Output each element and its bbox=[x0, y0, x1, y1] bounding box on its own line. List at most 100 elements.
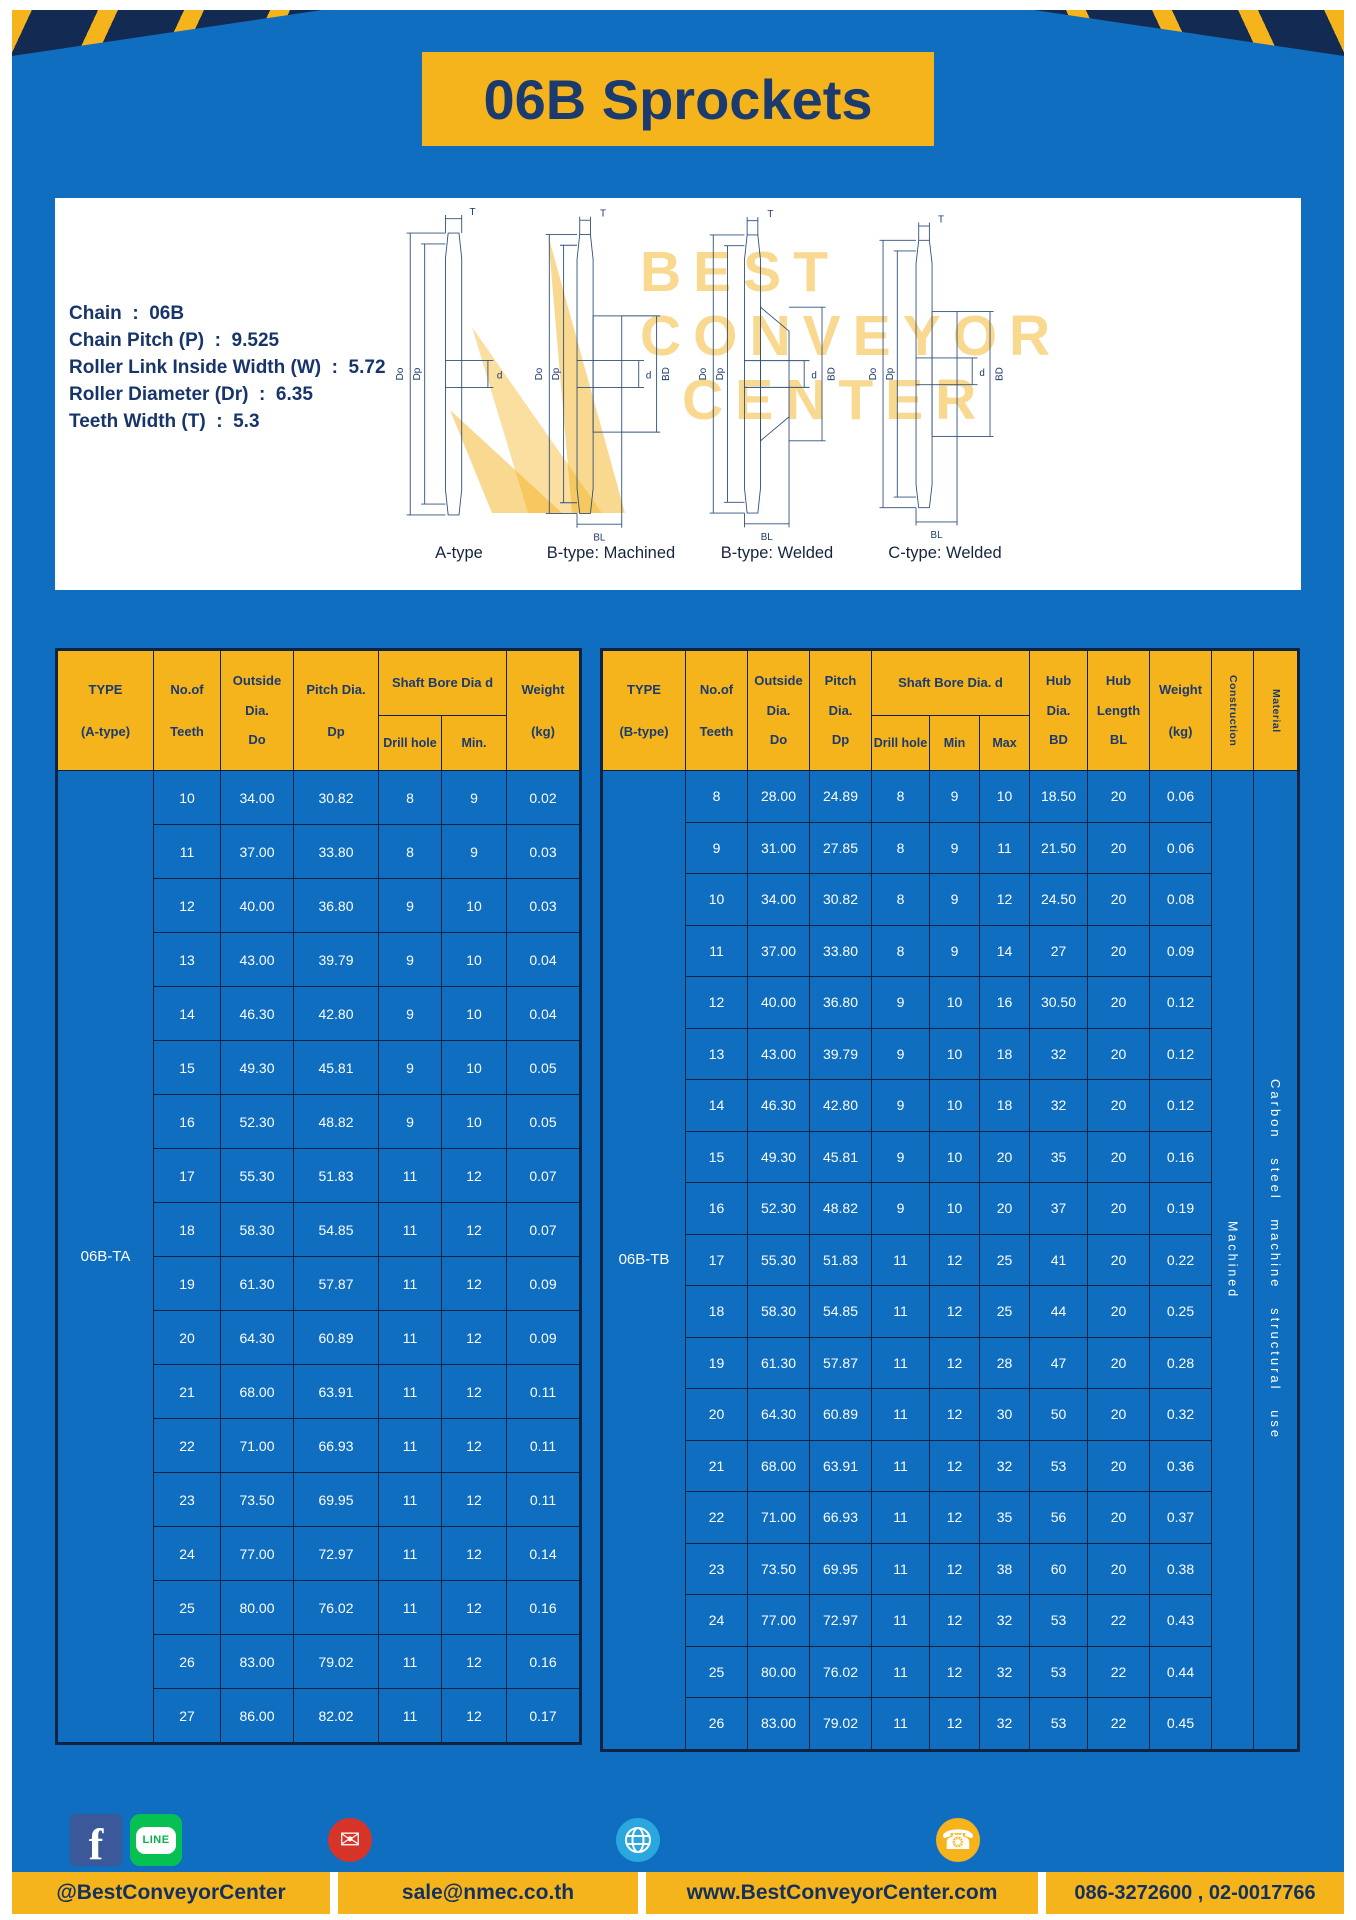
cell-drill-hole: 11 bbox=[872, 1440, 929, 1491]
cell-hub-dia: 60 bbox=[1030, 1543, 1087, 1594]
sprocket-section-c-welded-icon: T Do Dp d BD BL bbox=[868, 214, 1006, 541]
cell-weight: 0.12 bbox=[1150, 1028, 1211, 1079]
cell-weight: 0.06 bbox=[1150, 771, 1211, 822]
svg-text:d: d bbox=[497, 371, 503, 382]
cell-hub-length: 20 bbox=[1088, 1543, 1149, 1594]
cell-min: 12 bbox=[442, 1365, 506, 1418]
svg-text:BL: BL bbox=[593, 532, 606, 542]
svg-text:Do: Do bbox=[535, 367, 545, 380]
cell-pitch-dia: 36.80 bbox=[810, 977, 871, 1028]
cell-min: 12 bbox=[442, 1689, 506, 1742]
sprocket-section-b-welded-icon: T Do Dp d BD BL bbox=[699, 209, 837, 542]
facebook-handle[interactable]: @BestConveyorCenter bbox=[12, 1872, 330, 1914]
cell-outside-dia: 58.30 bbox=[221, 1203, 293, 1256]
cell-drill-hole: 9 bbox=[872, 1028, 929, 1079]
cell-hub-length: 20 bbox=[1088, 977, 1149, 1028]
cell-pitch-dia: 57.87 bbox=[294, 1257, 378, 1310]
cell-drill-hole: 11 bbox=[872, 1492, 929, 1543]
chain-spec-list: Chain : 06B Chain Pitch (P) : 9.525 Roll… bbox=[69, 300, 386, 435]
col-header-shaft-bore-group: Shaft Bore Dia. d bbox=[872, 651, 1029, 715]
cell-min: 9 bbox=[930, 771, 979, 822]
cell-drill-hole: 8 bbox=[872, 925, 929, 976]
cell-pitch-dia: 33.80 bbox=[810, 925, 871, 976]
cell-min: 9 bbox=[442, 825, 506, 878]
cell-drill-hole: 8 bbox=[872, 771, 929, 822]
cell-hub-length: 20 bbox=[1088, 1337, 1149, 1388]
cell-min: 9 bbox=[930, 822, 979, 873]
brand-logo-icon bbox=[450, 235, 625, 513]
cell-drill-hole: 9 bbox=[379, 879, 441, 932]
cell-weight: 0.16 bbox=[1150, 1131, 1211, 1182]
cell-hub-length: 20 bbox=[1088, 1028, 1149, 1079]
cell-teeth: 27 bbox=[154, 1689, 220, 1742]
globe-glyph bbox=[625, 1827, 651, 1853]
cell-teeth: 16 bbox=[154, 1095, 220, 1148]
cell-hub-length: 20 bbox=[1088, 925, 1149, 976]
cell-hub-length: 20 bbox=[1088, 1131, 1149, 1182]
cell-min: 12 bbox=[442, 1581, 506, 1634]
col-header-weight: Weight (kg) bbox=[1150, 651, 1211, 770]
cell-min: 12 bbox=[930, 1234, 979, 1285]
cell-drill-hole: 11 bbox=[379, 1527, 441, 1580]
col-header-drill-hole: Drill hole bbox=[379, 716, 441, 770]
cell-pitch-dia: 48.82 bbox=[294, 1095, 378, 1148]
col-header-hub-dia: Hub Dia. BD bbox=[1030, 651, 1087, 770]
cell-outside-dia: 37.00 bbox=[748, 925, 809, 976]
cell-weight: 0.14 bbox=[507, 1527, 579, 1580]
cell-pitch-dia: 57.87 bbox=[810, 1337, 871, 1388]
cell-weight: 0.07 bbox=[507, 1203, 579, 1256]
diagram-caption: C-type: Welded bbox=[888, 544, 1002, 562]
cell-drill-hole: 8 bbox=[872, 874, 929, 925]
facebook-letter: f bbox=[88, 1820, 104, 1866]
cell-drill-hole: 9 bbox=[379, 933, 441, 986]
email-icon[interactable]: ✉ bbox=[328, 1818, 372, 1862]
diagram-caption: B-type: Welded bbox=[720, 544, 834, 562]
cell-drill-hole: 8 bbox=[379, 825, 441, 878]
svg-text:Dp: Dp bbox=[551, 367, 562, 380]
cell-hub-length: 20 bbox=[1088, 1234, 1149, 1285]
cell-weight: 0.43 bbox=[1150, 1595, 1211, 1646]
cell-hub-length: 22 bbox=[1088, 1646, 1149, 1697]
cell-hub-length: 20 bbox=[1088, 1440, 1149, 1491]
cell-hub-length: 20 bbox=[1088, 1389, 1149, 1440]
cell-weight: 0.32 bbox=[1150, 1389, 1211, 1440]
phone-icon[interactable]: ☎ bbox=[936, 1818, 980, 1862]
cell-outside-dia: 43.00 bbox=[748, 1028, 809, 1079]
website-url[interactable]: www.BestConveyorCenter.com bbox=[646, 1872, 1038, 1914]
cell-pitch-dia: 66.93 bbox=[810, 1492, 871, 1543]
cell-teeth: 14 bbox=[686, 1080, 747, 1131]
website-globe-icon[interactable] bbox=[616, 1818, 660, 1862]
svg-text:T: T bbox=[767, 209, 773, 220]
cell-min: 12 bbox=[442, 1311, 506, 1364]
cell-weight: 0.37 bbox=[1150, 1492, 1211, 1543]
cell-pitch-dia: 30.82 bbox=[810, 874, 871, 925]
cell-drill-hole: 11 bbox=[379, 1581, 441, 1634]
cell-drill-hole: 11 bbox=[379, 1473, 441, 1526]
cell-teeth: 15 bbox=[686, 1131, 747, 1182]
cell-pitch-dia: 69.95 bbox=[810, 1543, 871, 1594]
cell-min: 10 bbox=[442, 933, 506, 986]
cell-weight: 0.16 bbox=[507, 1635, 579, 1688]
cell-hub-dia: 27 bbox=[1030, 925, 1087, 976]
cell-weight: 0.11 bbox=[507, 1473, 579, 1526]
cell-pitch-dia: 76.02 bbox=[810, 1646, 871, 1697]
cell-teeth: 24 bbox=[154, 1527, 220, 1580]
cell-outside-dia: 37.00 bbox=[221, 825, 293, 878]
cell-drill-hole: 11 bbox=[872, 1337, 929, 1388]
facebook-icon[interactable]: f bbox=[70, 1814, 122, 1866]
cell-pitch-dia: 69.95 bbox=[294, 1473, 378, 1526]
phone-numbers[interactable]: 086-3272600 , 02-0017766 bbox=[1046, 1872, 1344, 1914]
cell-teeth: 14 bbox=[154, 987, 220, 1040]
cell-weight: 0.25 bbox=[1150, 1286, 1211, 1337]
svg-text:Do: Do bbox=[868, 367, 879, 380]
line-app-icon[interactable]: LINE bbox=[130, 1814, 182, 1866]
footer-contact-bar: @BestConveyorCenter sale@nmec.co.th www.… bbox=[12, 1872, 1344, 1914]
email-address[interactable]: sale@nmec.co.th bbox=[338, 1872, 638, 1914]
cell-drill-hole: 11 bbox=[379, 1419, 441, 1472]
cell-drill-hole: 11 bbox=[379, 1149, 441, 1202]
cell-hub-length: 20 bbox=[1088, 1286, 1149, 1337]
svg-text:Do: Do bbox=[699, 367, 709, 380]
cell-teeth: 11 bbox=[686, 925, 747, 976]
cell-pitch-dia: 33.80 bbox=[294, 825, 378, 878]
cell-hub-dia: 56 bbox=[1030, 1492, 1087, 1543]
